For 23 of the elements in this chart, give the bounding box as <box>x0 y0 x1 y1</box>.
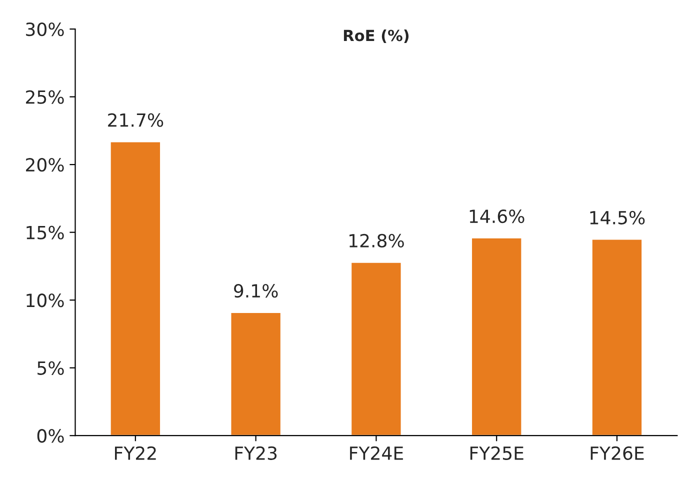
y-tick-label: 25% <box>26 90 64 104</box>
bar <box>109 140 162 436</box>
x-tick-label: FY26E <box>590 446 644 460</box>
y-tick-label: 15% <box>26 226 64 240</box>
data-label: 12.8% <box>350 234 404 248</box>
chart-title: RoE (%) <box>344 29 409 44</box>
bar <box>590 238 643 436</box>
y-tick-label: 20% <box>26 158 64 172</box>
data-label: 9.1% <box>234 284 278 298</box>
bar <box>230 312 282 436</box>
bar <box>470 237 523 436</box>
data-label: 14.6% <box>470 209 524 224</box>
y-tick-label: 10% <box>26 294 64 308</box>
x-tick-label: FY22 <box>115 446 156 460</box>
data-label: 14.5% <box>590 210 645 224</box>
y-tick-label: 0% <box>37 429 64 443</box>
x-tick-label: FY25E <box>470 446 524 460</box>
x-tick-label: FY23 <box>235 446 277 460</box>
bar <box>350 261 402 436</box>
x-tick-label: FY24E <box>350 446 403 460</box>
y-tick-label: 30% <box>26 22 64 36</box>
y-tick-label: 5% <box>38 361 64 375</box>
data-label: 21.7% <box>108 113 164 127</box>
